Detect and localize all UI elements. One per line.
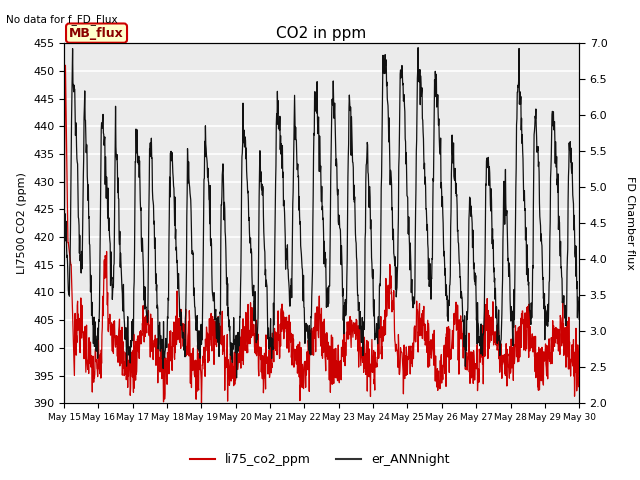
Y-axis label: LI7500 CO2 (ppm): LI7500 CO2 (ppm) (17, 172, 28, 274)
Legend: li75_co2_ppm, er_ANNnight: li75_co2_ppm, er_ANNnight (186, 448, 454, 471)
Text: No data for f_FD_Flux: No data for f_FD_Flux (6, 14, 118, 25)
Title: CO2 in ppm: CO2 in ppm (276, 25, 367, 41)
Text: MB_flux: MB_flux (69, 26, 124, 39)
Y-axis label: FD Chamber flux: FD Chamber flux (625, 176, 636, 270)
